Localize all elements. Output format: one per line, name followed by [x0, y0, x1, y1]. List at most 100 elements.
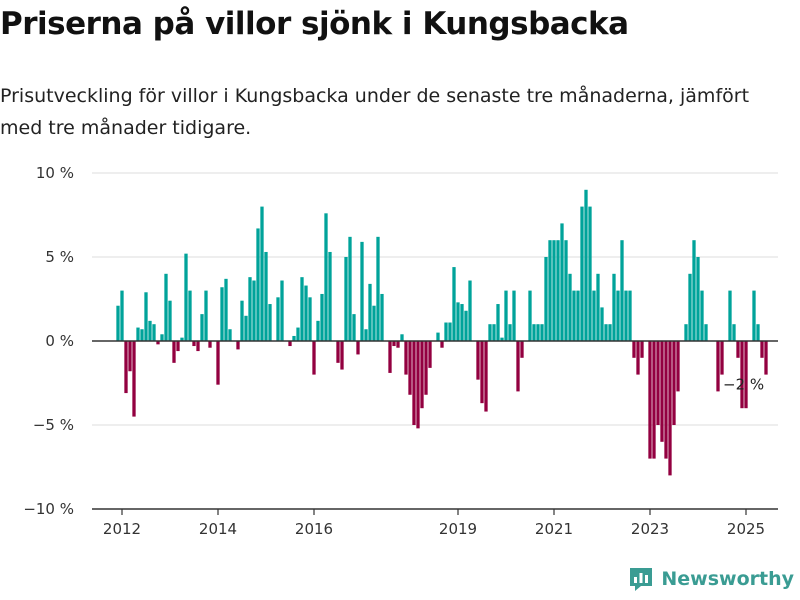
bar — [240, 300, 244, 341]
bar — [396, 341, 400, 348]
y-tick-label: 5 % — [45, 248, 74, 266]
bar — [460, 304, 464, 341]
bar — [356, 341, 360, 355]
bar — [372, 305, 376, 341]
bar — [292, 335, 296, 341]
bar — [248, 277, 252, 341]
bar — [320, 293, 324, 341]
gridlines — [92, 172, 778, 426]
bar — [596, 273, 600, 341]
bar-chart-logo-icon — [630, 568, 653, 591]
bar — [576, 290, 580, 341]
bar — [480, 341, 484, 404]
bar — [496, 304, 500, 341]
bar — [592, 290, 596, 341]
bar — [200, 314, 204, 341]
bar — [720, 341, 724, 375]
bar — [560, 223, 564, 341]
bar — [308, 297, 312, 341]
bar — [504, 290, 508, 341]
bar — [640, 341, 644, 358]
bar — [420, 341, 424, 409]
bar — [464, 310, 468, 341]
bar — [628, 290, 632, 341]
bar — [544, 257, 548, 341]
bar — [184, 253, 188, 341]
bar — [124, 341, 128, 394]
x-axis-ticks: 2012 2014 2016 2019 2021 2023 2025 — [103, 509, 765, 538]
bar — [716, 341, 720, 392]
x-tick-label: 2019 — [439, 520, 477, 538]
chart-title: Priserna på villor sjönk i Kungsbacka — [0, 6, 629, 42]
bar — [688, 273, 692, 341]
bar — [632, 341, 636, 358]
bar — [328, 251, 332, 341]
bar — [608, 324, 612, 341]
bar — [424, 341, 428, 395]
bar — [564, 240, 568, 341]
bar — [752, 290, 756, 341]
bar — [532, 324, 536, 341]
bar — [276, 297, 280, 341]
bar — [508, 324, 512, 341]
bar — [652, 341, 656, 459]
bar — [388, 341, 392, 373]
bar — [264, 251, 268, 341]
bar — [492, 324, 496, 341]
bar — [428, 341, 432, 368]
bar — [144, 292, 148, 341]
bar — [252, 280, 256, 341]
bar — [368, 283, 372, 341]
bar — [160, 334, 164, 341]
bar — [148, 320, 152, 341]
bar — [760, 341, 764, 358]
bar — [196, 341, 200, 352]
bar — [500, 337, 504, 341]
bar — [612, 273, 616, 341]
bar — [132, 341, 136, 417]
bar — [704, 324, 708, 341]
bar — [448, 322, 452, 341]
bar — [364, 329, 368, 341]
bar — [620, 240, 624, 341]
x-tick-label: 2021 — [535, 520, 573, 538]
bar — [700, 290, 704, 341]
bar — [204, 290, 208, 341]
y-tick-label: −5 % — [33, 416, 74, 434]
bar-chart: 10 % 5 % 0 % −5 % −10 % 2012 2014 2016 2019 2021… — [23, 164, 778, 538]
bar — [452, 267, 456, 341]
bar — [536, 324, 540, 341]
bar — [744, 341, 748, 409]
bar — [348, 236, 352, 341]
bar — [400, 334, 404, 341]
bar — [692, 240, 696, 341]
bar — [316, 320, 320, 341]
bar — [568, 273, 572, 341]
bar — [736, 341, 740, 358]
bar — [416, 341, 420, 429]
bar — [164, 273, 168, 341]
x-tick-label: 2025 — [727, 520, 765, 538]
bar — [412, 341, 416, 425]
x-tick-label: 2014 — [199, 520, 237, 538]
bar — [476, 341, 480, 380]
bar — [408, 341, 412, 395]
bar — [440, 341, 444, 348]
bar — [220, 287, 224, 341]
bar — [192, 341, 196, 347]
bar — [556, 240, 560, 341]
bar — [300, 277, 304, 341]
bar — [152, 324, 156, 341]
bar-series — [116, 189, 768, 476]
brand-logo: Newsworthy — [627, 564, 794, 594]
bar — [352, 314, 356, 341]
chart-subtitle: Prisutveckling för villor i Kungsbacka u… — [0, 85, 750, 139]
bar — [116, 305, 120, 341]
bar — [660, 341, 664, 442]
bar — [324, 213, 328, 341]
bar — [156, 341, 160, 345]
bar — [604, 324, 608, 341]
bar — [176, 341, 180, 352]
latest-value-label: −2 % — [723, 376, 764, 394]
bar — [128, 341, 132, 372]
